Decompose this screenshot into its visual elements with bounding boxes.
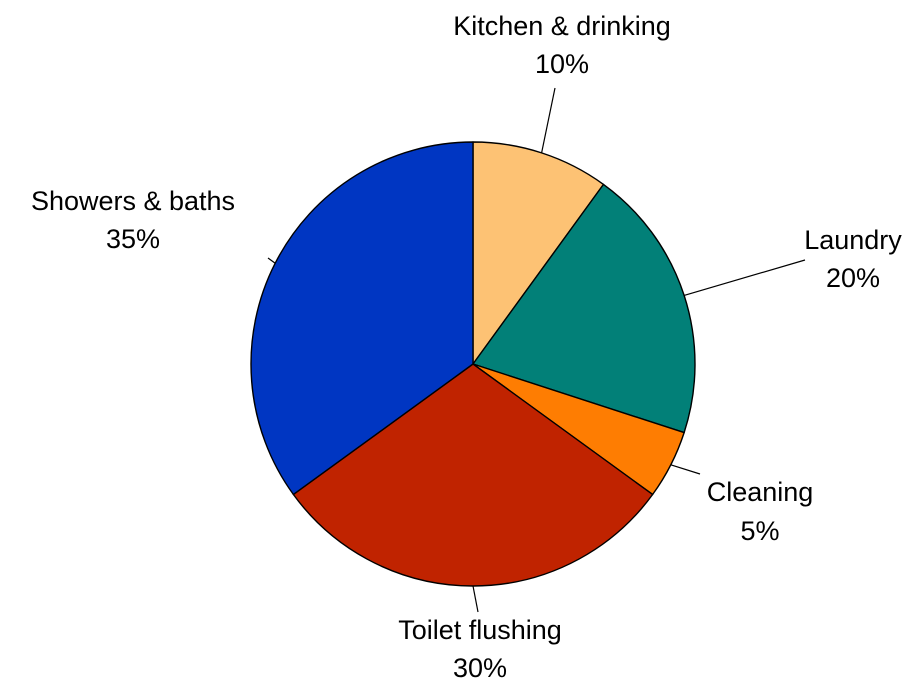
slice-label-showers-baths: Showers & baths [31,186,235,216]
pie-slice-toilet-flushing [292,363,654,587]
slice-label-laundry: Laundry [804,225,902,255]
pie-slice-laundry [472,183,696,434]
leader-line-laundry [683,259,806,296]
pie-slice-showers-baths [250,141,474,496]
leader-line-cleaning [670,464,701,475]
slice-value-toilet-flushing: 30% [453,653,507,681]
leader-line-toilet-flushing [472,585,479,613]
slice-value-kitchen-drinking: 10% [535,49,589,79]
leader-line-showers-baths [267,257,276,264]
slice-value-laundry: 20% [826,263,880,293]
slice-label-toilet-flushing: Toilet flushing [398,615,562,645]
slice-labels: Kitchen & drinking 10% Laundry 20% Cleaning 5… [31,11,902,681]
slice-label-cleaning: Cleaning [707,477,814,507]
slice-value-cleaning: 5% [740,516,779,546]
pie-slices [250,141,696,587]
slice-label-kitchen-drinking: Kitchen & drinking [453,11,671,41]
slice-value-showers-baths: 35% [106,224,160,254]
leader-line-kitchen-drinking [541,87,556,153]
leader-lines [267,87,806,613]
